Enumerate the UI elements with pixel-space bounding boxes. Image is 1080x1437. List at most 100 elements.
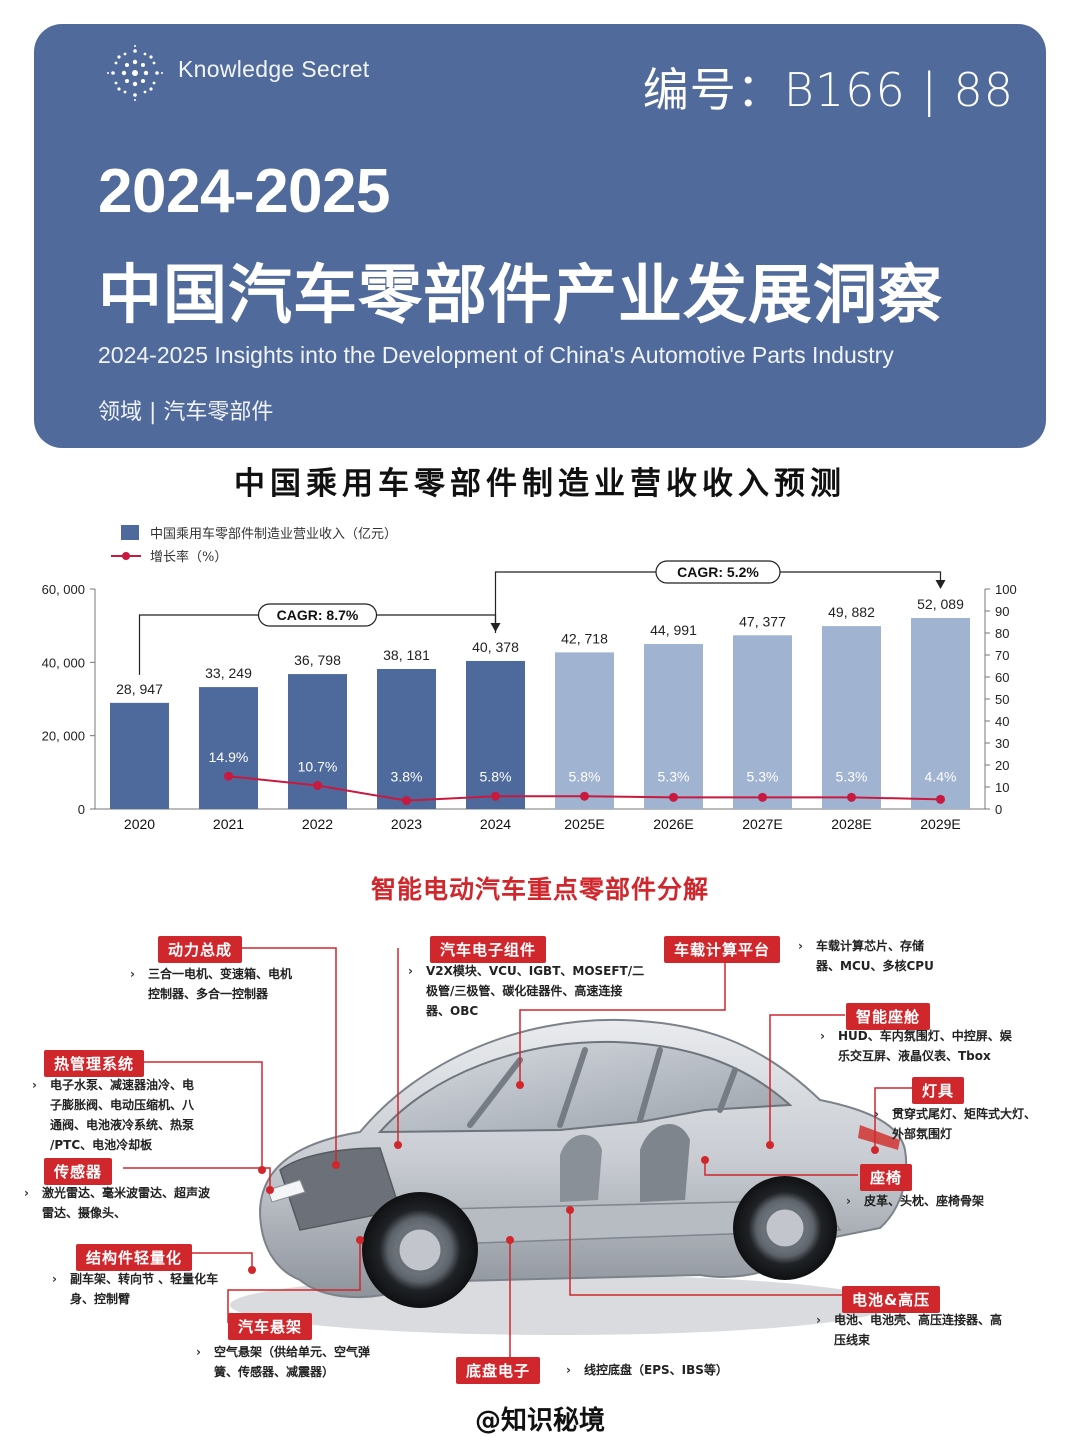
x-tick-label: 2021 <box>213 816 244 832</box>
chart-title: 中国乘用车零部件制造业营收收入预测 <box>234 466 846 502</box>
serial-number: 编号：B166 | 88 <box>642 63 1014 117</box>
bar-label: 49, 882 <box>828 604 875 620</box>
growth-point <box>313 780 322 790</box>
growth-label: 5.8% <box>480 769 512 785</box>
legend-swatch-marker <box>122 552 130 560</box>
growth-label: 5.3% <box>836 769 868 785</box>
bar-label: 36, 798 <box>294 652 341 668</box>
x-tick-label: 2029E <box>920 816 960 832</box>
y-right-tick-label: 60 <box>995 670 1009 685</box>
desc-auto-electronics: › V2X模块、VCU、IGBT、MOSEFT/二 极管/三极管、碳化硅器件、高速… <box>408 964 645 1018</box>
tag-chassis-electronics: 底盘电子 <box>456 1357 541 1384</box>
y-right-tick-label: 50 <box>995 692 1009 707</box>
tag-smart-cockpit: 智能座舱 <box>846 1003 931 1030</box>
cagr-arrowhead <box>935 580 946 590</box>
y-left-tick-label: 40, 000 <box>42 655 85 670</box>
cagr-label: CAGR: 8.7% <box>277 607 359 623</box>
growth-point <box>224 771 233 781</box>
desc-chassis-electronics: › 线控底盘（EPS、IBS等） <box>566 1363 728 1377</box>
growth-label: 14.9% <box>209 749 249 765</box>
tag-lighting: 灯具 <box>912 1077 965 1104</box>
bar-label: 40, 378 <box>472 639 519 655</box>
footer-watermark: @知识秘境 <box>474 1406 605 1436</box>
cagr-label: CAGR: 5.2% <box>677 564 759 580</box>
legend-label-line: 增长率（%） <box>150 549 227 565</box>
y-right-tick-label: 70 <box>995 648 1009 663</box>
revenue-chart: 中国乘用车零部件制造业营业收入（亿元） 增长率（%） 0 20, 000 40, 000… <box>42 525 1017 832</box>
x-tick-label: 2023 <box>391 816 422 832</box>
header-card: Knowledge Secret 编号：B166 | 88 2024-2025 … <box>34 24 1046 448</box>
y-right-tick-label: 0 <box>995 802 1002 817</box>
growth-point <box>758 792 767 802</box>
desc-thermal-management: › 电子水泵、减速器油冷、电 子膨胀阀、电动压缩机、八 通阀、电池液冷系统、热泵 … <box>32 1078 195 1152</box>
cagr-pill <box>257 603 378 627</box>
bar-2025E <box>555 652 614 809</box>
growth-label: 10.7% <box>298 758 338 774</box>
tag-computing-platform: 车载计算平台 <box>664 936 781 963</box>
growth-label: 5.8% <box>569 769 601 785</box>
growth-point <box>580 791 589 801</box>
y-left-tick-label: 0 <box>78 802 85 817</box>
cagr-pill <box>655 560 781 584</box>
y-right-tick-label: 100 <box>995 582 1017 597</box>
bar-2027E <box>733 635 792 809</box>
y-right-tick-label: 80 <box>995 626 1009 641</box>
bar-2024 <box>466 660 525 809</box>
growth-point <box>402 796 411 806</box>
y-right-tick-label: 40 <box>995 714 1009 729</box>
tag-thermal-management: 热管理系统 <box>44 1050 145 1077</box>
x-tick-label: 2027E <box>742 816 782 832</box>
bar-label: 38, 181 <box>383 647 430 663</box>
tag-sensors: 传感器 <box>44 1158 113 1185</box>
bar-2023 <box>377 669 436 809</box>
page-subtitle-en: 2024-2025 Insights into the Development … <box>98 342 894 368</box>
bar-label: 33, 249 <box>205 665 252 681</box>
growth-point <box>847 792 856 802</box>
desc-battery-hv: › 电池、电池壳、高压连接器、高 压线束 <box>816 1313 1003 1347</box>
title-years: 2024-2025 <box>98 157 391 226</box>
bar-label: 47, 377 <box>739 613 786 629</box>
bar-2021 <box>199 687 258 809</box>
desc-smart-cockpit: › HUD、车内氛围灯、中控屏、娱 乐交互屏、液晶仪表、Tbox <box>820 1029 1012 1063</box>
desc-powertrain: › 三合一电机、变速箱、电机 控制器、多合一控制器 <box>130 967 293 1001</box>
growth-point <box>491 791 500 801</box>
growth-point <box>936 794 945 804</box>
growth-point <box>669 792 678 802</box>
legend-swatch-bar <box>121 525 139 540</box>
x-tick-label: 2020 <box>124 816 155 832</box>
y-right-tick-label: 20 <box>995 758 1009 773</box>
bar-2029E <box>911 618 970 809</box>
x-tick-label: 2028E <box>831 816 871 832</box>
desc-lightweight-structure: › 副车架、转向节 、轻量化车 身、控制臂 <box>52 1272 219 1306</box>
desc-seats: › 皮革、头枕、座椅骨架 <box>846 1194 985 1208</box>
logo-icon <box>107 45 163 101</box>
growth-label: 5.3% <box>747 769 779 785</box>
y-left-tick-label: 60, 000 <box>42 582 85 597</box>
bar-label: 52, 089 <box>917 596 964 612</box>
y-right-tick-label: 90 <box>995 604 1009 619</box>
y-left-tick-label: 20, 000 <box>42 729 85 744</box>
x-tick-label: 2024 <box>480 816 511 832</box>
brand-name: Knowledge Secret <box>178 56 370 82</box>
bar-label: 44, 991 <box>650 622 697 638</box>
growth-label: 4.4% <box>925 769 957 785</box>
growth-label: 3.8% <box>391 769 423 785</box>
bar-label: 42, 718 <box>561 630 608 646</box>
bar-2026E <box>644 644 703 809</box>
desc-suspension: › 空气悬架（供给单元、空气弹 簧、传感器、减震器） <box>196 1345 371 1379</box>
bar-2028E <box>822 626 881 809</box>
tag-auto-electronics: 汽车电子组件 <box>430 936 547 963</box>
legend-label-bar: 中国乘用车零部件制造业营业收入（亿元） <box>150 526 397 542</box>
tag-powertrain: 动力总成 <box>158 936 243 963</box>
growth-label: 5.3% <box>658 769 690 785</box>
x-tick-label: 2022 <box>302 816 333 832</box>
desc-lighting: › 贯穿式尾灯、矩阵式大灯、 外部氛围灯 <box>874 1107 1037 1141</box>
page-title: 中国汽车零部件产业发展洞察 <box>98 259 943 333</box>
tag-seats: 座椅 <box>860 1164 913 1191</box>
x-tick-label: 2025E <box>564 816 604 832</box>
desc-computing-platform: › 车载计算芯片、存储 器、MCU、多核CPU <box>798 939 934 973</box>
breakdown-title: 智能电动汽车重点零部件分解 <box>370 875 709 904</box>
y-right-tick-label: 10 <box>995 780 1009 795</box>
x-tick-label: 2026E <box>653 816 693 832</box>
bar-label: 28, 947 <box>116 681 163 697</box>
